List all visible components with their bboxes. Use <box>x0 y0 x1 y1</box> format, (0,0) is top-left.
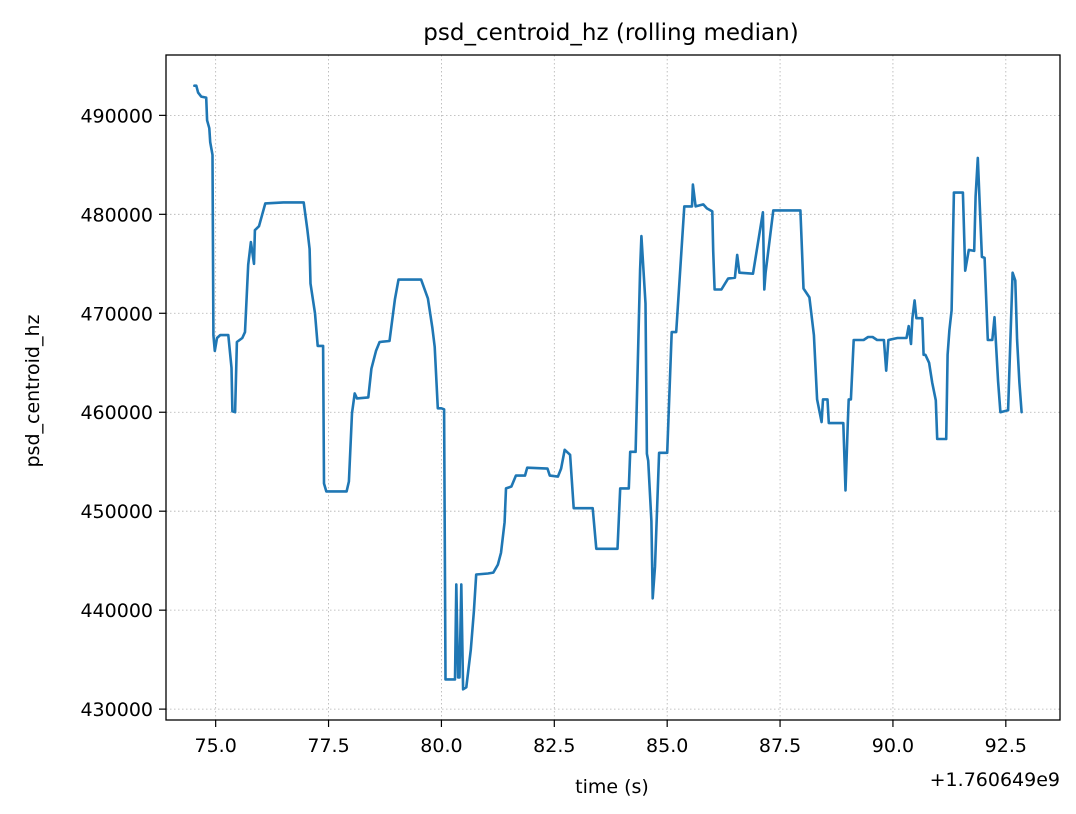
y-tick-label: 450000 <box>80 501 153 523</box>
y-tick-label: 440000 <box>80 600 153 622</box>
y-tick-label: 470000 <box>80 303 153 325</box>
series-layer <box>193 84 1023 691</box>
grid-layer <box>166 55 1060 720</box>
x-tick-label: 75.0 <box>195 735 237 757</box>
y-tick-label: 490000 <box>80 105 153 127</box>
y-axis-label: psd_centroid_hz <box>22 314 44 467</box>
x-tick-label: 82.5 <box>533 735 575 757</box>
x-tick-label: 77.5 <box>307 735 349 757</box>
series-line <box>193 84 1023 691</box>
x-axis-label: time (s) <box>575 776 649 798</box>
x-axis-ticks: 75.0 77.5 80.0 82.5 85.0 87.5 90.0 92.5 <box>195 720 1027 757</box>
y-tick-label: 430000 <box>80 699 153 721</box>
y-axis-ticks: 430000 440000 450000 460000 470000 480000 4900… <box>80 105 166 721</box>
x-tick-label: 92.5 <box>985 735 1027 757</box>
x-axis-offset-label: +1.760649e9 <box>930 769 1060 791</box>
chart-title: psd_centroid_hz (rolling median) <box>423 20 798 46</box>
x-tick-label: 87.5 <box>759 735 801 757</box>
plot-frame <box>165 54 1061 721</box>
x-tick-label: 90.0 <box>872 735 914 757</box>
y-tick-label: 480000 <box>80 204 153 226</box>
x-tick-label: 85.0 <box>646 735 688 757</box>
y-tick-label: 460000 <box>80 402 153 424</box>
x-tick-label: 80.0 <box>420 735 462 757</box>
